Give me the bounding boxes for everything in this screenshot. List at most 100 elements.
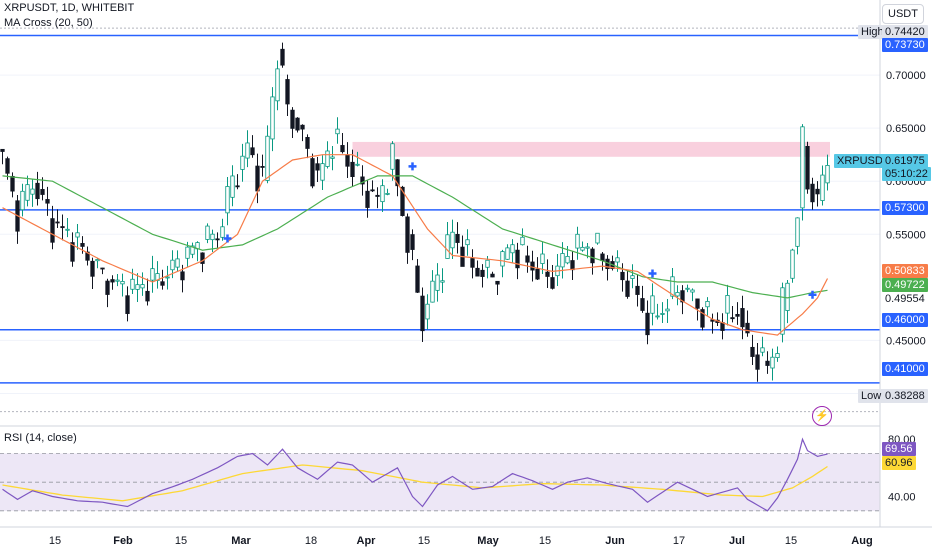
price-tick-label: 0.70000 (886, 70, 926, 82)
rsi-pane (0, 425, 880, 512)
rsi-band (0, 453, 880, 511)
candle-body (215, 238, 220, 241)
candle-body (115, 279, 120, 282)
candle-body (315, 163, 320, 171)
candle-body (205, 225, 210, 240)
candles (0, 42, 830, 382)
candle-body (395, 159, 400, 187)
level-tag-4: 0.41000 (882, 362, 928, 376)
frame (0, 0, 932, 528)
candle-body (490, 273, 495, 278)
ma-cross-marker (408, 162, 417, 171)
candle-body (585, 246, 590, 249)
candle-body (620, 271, 625, 281)
candle-body (765, 360, 770, 366)
candle-body (495, 280, 500, 285)
grid (0, 74, 880, 394)
candle-body (675, 292, 680, 297)
candle-body (225, 186, 230, 214)
candle-body (550, 277, 555, 289)
candle-body (640, 298, 645, 311)
candle-body (450, 231, 455, 249)
candle-body (440, 280, 445, 283)
symbol-legend: XRPUSDT, 1D, WHITEBIT (4, 2, 135, 14)
candle-body (810, 183, 815, 203)
candle-body (570, 260, 575, 271)
candle-body (455, 233, 460, 243)
candle-body (815, 188, 820, 195)
time-tick-label: 15 (49, 535, 61, 547)
candle-body (35, 182, 40, 200)
candle-body (645, 312, 650, 336)
candle-body (320, 163, 325, 181)
rsi-ma-line (2, 464, 828, 502)
candle-body (705, 301, 710, 308)
horizontal-levels (0, 27, 880, 413)
candle-body (545, 271, 550, 277)
candle-body (795, 217, 800, 247)
candle-body (630, 275, 635, 279)
candle-body (175, 258, 180, 268)
candle-body (775, 353, 780, 358)
candle-body (255, 165, 260, 192)
time-tick-label: Feb (113, 535, 133, 547)
candle-body (185, 246, 190, 259)
candle-body (755, 354, 760, 370)
candle-body (260, 166, 265, 168)
rsi-line (2, 437, 828, 512)
candle-body (170, 259, 175, 271)
candle-body (405, 216, 410, 253)
candle-body (240, 155, 245, 170)
cross-markers (223, 162, 817, 299)
price-tick-label: 0.45000 (886, 335, 926, 347)
candle-body (410, 234, 415, 250)
candle-body (530, 261, 535, 271)
candle-body (370, 189, 375, 192)
candle-body (655, 315, 660, 318)
rsi-tick-label: 40.00 (888, 492, 916, 504)
candle-body (435, 274, 440, 291)
candle-body (785, 282, 790, 311)
candle-body (275, 68, 280, 102)
candle-body (445, 234, 450, 259)
candle-body (350, 161, 355, 177)
candle-body (700, 309, 705, 328)
candle-body (475, 267, 480, 277)
candle-body (270, 96, 275, 140)
candle-body (210, 233, 215, 241)
candle-body (690, 289, 695, 293)
level-tag-1: 0.73730 (882, 38, 928, 52)
replay-icon[interactable]: ⚡ (812, 406, 832, 426)
high-value: 0.74420 (882, 25, 928, 39)
time-tick-label: 15 (785, 535, 797, 547)
candle-body (805, 146, 810, 190)
candle-body (45, 199, 50, 204)
candle-body (120, 281, 125, 285)
time-tick-label: Aug (851, 535, 872, 547)
candle-body (390, 143, 395, 170)
candle-body (380, 185, 385, 203)
candle-body (725, 295, 730, 314)
candle-body (335, 128, 340, 135)
time-tick-label: 17 (673, 535, 685, 547)
candle-body (485, 259, 490, 268)
candle-body (295, 117, 300, 131)
low-value: 0.38288 (882, 389, 928, 403)
candle-body (470, 258, 475, 268)
candle-body (355, 163, 360, 166)
candle-body (425, 303, 430, 320)
candle-body (565, 256, 570, 264)
candle-body (125, 295, 130, 314)
candle-body (385, 192, 390, 195)
candle-body (145, 290, 150, 302)
currency-button[interactable]: USDT (882, 4, 924, 24)
candle-body (310, 158, 315, 187)
candle-body (20, 190, 25, 211)
candle-body (825, 165, 830, 184)
candle-body (130, 278, 135, 290)
candle-body (615, 257, 620, 263)
candle-body (510, 244, 515, 254)
candle-body (345, 154, 350, 167)
time-tick-label: May (477, 535, 499, 547)
candle-body (625, 280, 630, 297)
